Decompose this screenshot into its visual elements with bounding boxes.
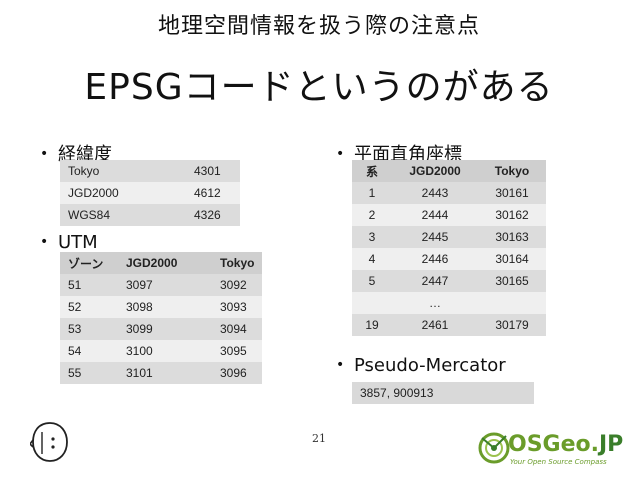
table-cell: 30163 bbox=[478, 226, 546, 248]
latlon-table: Tokyo 4301 JGD2000 4612 WGS84 4326 bbox=[60, 160, 240, 226]
bullet-plane: • 平面直角座標 bbox=[336, 140, 462, 166]
face-icon bbox=[30, 422, 68, 462]
table-cell: 4612 bbox=[186, 182, 240, 204]
table-cell: 54 bbox=[60, 340, 118, 362]
latlon-label: 経緯度 bbox=[58, 144, 112, 165]
table-row: 4 2446 30164 bbox=[352, 248, 546, 270]
utm-label: UTM bbox=[58, 232, 98, 253]
table-row: Tokyo 4301 bbox=[60, 160, 240, 182]
table-cell bbox=[478, 292, 546, 314]
table-cell: 30161 bbox=[478, 182, 546, 204]
table-cell: 53 bbox=[60, 318, 118, 340]
table-row: 54 3100 3095 bbox=[60, 340, 262, 362]
column-header: ゾーン bbox=[60, 252, 118, 274]
table-cell: 2444 bbox=[392, 204, 478, 226]
table-row: 52 3098 3093 bbox=[60, 296, 262, 318]
table-cell: 3101 bbox=[118, 362, 212, 384]
bullet-latlon: • 経緯度 bbox=[40, 140, 112, 166]
table-row: 53 3099 3094 bbox=[60, 318, 262, 340]
table-cell: JGD2000 bbox=[60, 182, 186, 204]
table-header-row: 系 JGD2000 Tokyo bbox=[352, 160, 546, 182]
column-header: JGD2000 bbox=[118, 252, 212, 274]
table-row: 1 2443 30161 bbox=[352, 182, 546, 204]
slide-subtitle: 地理空間情報を扱う際の注意点 bbox=[157, 14, 480, 39]
table-cell: 3093 bbox=[212, 296, 262, 318]
pseudo-mercator-label: Pseudo-Mercator bbox=[354, 355, 506, 376]
table-cell: 2443 bbox=[392, 182, 478, 204]
table-row: … bbox=[352, 292, 546, 314]
osgeo-logo-text: OSGeo.JP bbox=[508, 432, 623, 457]
table-cell: 3095 bbox=[212, 340, 262, 362]
logo-name-main: OSGeo. bbox=[508, 432, 599, 457]
table-cell: 3094 bbox=[212, 318, 262, 340]
table-row: JGD2000 4612 bbox=[60, 182, 240, 204]
table-cell: 51 bbox=[60, 274, 118, 296]
plane-table: 系 JGD2000 Tokyo 1 2443 30161 2 2444 3016… bbox=[352, 160, 546, 336]
table-row: 55 3101 3096 bbox=[60, 362, 262, 384]
table-row: 2 2444 30162 bbox=[352, 204, 546, 226]
column-header: Tokyo bbox=[212, 252, 262, 274]
table-cell: 1 bbox=[352, 182, 392, 204]
table-cell: 52 bbox=[60, 296, 118, 318]
table-cell: Tokyo bbox=[60, 160, 186, 182]
table-row: WGS84 4326 bbox=[60, 204, 240, 226]
table-cell: 3098 bbox=[118, 296, 212, 318]
osgeo-logo-icon bbox=[478, 432, 510, 464]
table-cell: 30164 bbox=[478, 248, 546, 270]
table-cell: 3100 bbox=[118, 340, 212, 362]
table-cell: 3096 bbox=[212, 362, 262, 384]
bullet-icon: • bbox=[336, 146, 345, 162]
table-cell: 5 bbox=[352, 270, 392, 292]
column-header: Tokyo bbox=[478, 160, 546, 182]
table-cell: 2446 bbox=[392, 248, 478, 270]
table-row: 5 2447 30165 bbox=[352, 270, 546, 292]
osgeo-logo-tagline: Your Open Source Compass bbox=[510, 458, 607, 466]
table-cell: 19 bbox=[352, 314, 392, 336]
table-cell: 3092 bbox=[212, 274, 262, 296]
table-cell: 3099 bbox=[118, 318, 212, 340]
table-cell: 4326 bbox=[186, 204, 240, 226]
plane-label: 平面直角座標 bbox=[354, 144, 462, 165]
table-cell: 30179 bbox=[478, 314, 546, 336]
pseudo-mercator-value: 3857, 900913 bbox=[352, 382, 534, 404]
column-header: JGD2000 bbox=[392, 160, 478, 182]
table-cell: 30165 bbox=[478, 270, 546, 292]
table-cell: 55 bbox=[60, 362, 118, 384]
table-cell: 4301 bbox=[186, 160, 240, 182]
table-cell: WGS84 bbox=[60, 204, 186, 226]
bullet-icon: • bbox=[336, 357, 345, 373]
table-row: 51 3097 3092 bbox=[60, 274, 262, 296]
table-cell: 2445 bbox=[392, 226, 478, 248]
bullet-pseudo-mercator: • Pseudo-Mercator bbox=[336, 355, 506, 376]
table-cell bbox=[352, 292, 392, 314]
logo-name-jp: JP bbox=[599, 432, 624, 457]
table-cell: 30162 bbox=[478, 204, 546, 226]
table-cell: 2461 bbox=[392, 314, 478, 336]
table-cell: 4 bbox=[352, 248, 392, 270]
table-cell: … bbox=[392, 292, 478, 314]
bullet-utm: • UTM bbox=[40, 232, 98, 253]
table-cell: 3 bbox=[352, 226, 392, 248]
bullet-icon: • bbox=[40, 146, 49, 162]
table-header-row: ゾーン JGD2000 Tokyo bbox=[60, 252, 262, 274]
table-row: 19 2461 30179 bbox=[352, 314, 546, 336]
bullet-icon: • bbox=[40, 234, 49, 250]
slide-title: EPSGコードというのがある bbox=[84, 67, 554, 108]
page-number: 21 bbox=[312, 432, 326, 445]
utm-table: ゾーン JGD2000 Tokyo 51 3097 3092 52 3098 3… bbox=[60, 252, 262, 384]
column-header: 系 bbox=[352, 160, 392, 182]
table-cell: 2 bbox=[352, 204, 392, 226]
table-row: 3 2445 30163 bbox=[352, 226, 546, 248]
table-cell: 2447 bbox=[392, 270, 478, 292]
table-cell: 3097 bbox=[118, 274, 212, 296]
